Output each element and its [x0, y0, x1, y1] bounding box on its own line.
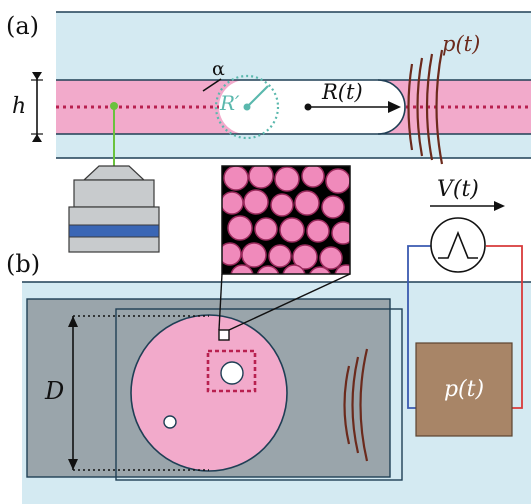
curvature-circle [214, 74, 280, 140]
emulsion-droplet [292, 244, 318, 270]
zoom-source-square [218, 329, 230, 341]
wire-red [486, 245, 523, 409]
emulsion-droplet [227, 215, 253, 241]
emulsion-droplet [222, 242, 242, 266]
d-arrow-top [68, 316, 78, 327]
curvature-center [243, 103, 251, 111]
d-label: D [44, 377, 64, 405]
panel-b: D V(t) p(t) (b) [6, 177, 531, 504]
transducer-box [415, 342, 513, 437]
r-t-arrow-head [388, 101, 401, 113]
emulsion-droplet [243, 189, 269, 215]
emulsion-droplet [301, 166, 325, 188]
emulsion-droplet [279, 217, 305, 243]
emulsion-droplet [274, 166, 300, 192]
emulsion-droplet [241, 242, 267, 268]
emulsion-droplet [331, 221, 350, 245]
disc-wave-3 [359, 348, 369, 462]
curvature-radius [246, 85, 269, 108]
emulsion-droplet [321, 195, 345, 219]
emulsion-droplet [254, 217, 278, 241]
emulsion-droplet [308, 266, 332, 274]
panel-b-label: (b) [6, 250, 40, 278]
h-arrow-top [32, 72, 42, 80]
v-t-arrow-head [494, 201, 505, 211]
p-t-box-label: p(t) [444, 377, 484, 402]
transparent-plate [115, 308, 403, 481]
panel-a: R′ α R(t) p(t) h (a) [6, 11, 531, 253]
pressure-wave-4 [435, 49, 444, 165]
r-t-label: R(t) [321, 80, 363, 104]
pressure-wave-1 [407, 63, 414, 151]
zoom-line-left [218, 273, 223, 331]
microscopy-inset [221, 165, 351, 275]
inset-frame [221, 165, 351, 275]
panel-a-label: (a) [6, 12, 39, 40]
bubble-meniscus [377, 79, 406, 135]
emulsion-droplet [223, 166, 249, 191]
emulsion-droplet [256, 265, 280, 274]
d-arrow-bottom [68, 459, 78, 470]
signal-generator [430, 217, 486, 273]
emulsion-droplet [319, 246, 343, 270]
emulsion-droplet [306, 219, 330, 243]
emulsion-droplet [268, 244, 292, 268]
fluid-disc [130, 314, 288, 472]
disc-wave-2 [351, 356, 360, 454]
small-bubble [163, 415, 177, 429]
emulsion-droplet [230, 264, 254, 274]
emulsion-droplet [282, 264, 306, 274]
v-t-label: V(t) [437, 177, 479, 202]
objective-tip [82, 165, 146, 181]
h-arrow-bottom [32, 134, 42, 142]
large-bubble [220, 361, 244, 385]
zoom-line-right [228, 273, 351, 331]
objective-blue-band [68, 224, 160, 238]
emulsion-droplet [222, 191, 244, 215]
zoom-region-box [206, 349, 257, 393]
r-prime-label: R′ [219, 91, 240, 115]
h-label: h [12, 94, 26, 119]
disc-wave-1 [343, 365, 351, 445]
emulsion-droplet [248, 166, 274, 189]
emulsion-droplet [325, 168, 350, 194]
alpha-label: α [212, 58, 225, 80]
pressure-wave-2 [416, 57, 424, 157]
pulse-waveform [438, 230, 478, 259]
emulsion-droplet [294, 190, 320, 216]
emulsion-droplet [334, 264, 350, 274]
contact-angle-tick [202, 78, 222, 92]
objective-upper-body [73, 179, 155, 208]
emulsion-droplet [270, 193, 294, 217]
pressure-wave-3 [425, 53, 434, 161]
p-t-top-label: p(t) [442, 32, 480, 56]
wire-blue [407, 245, 432, 409]
